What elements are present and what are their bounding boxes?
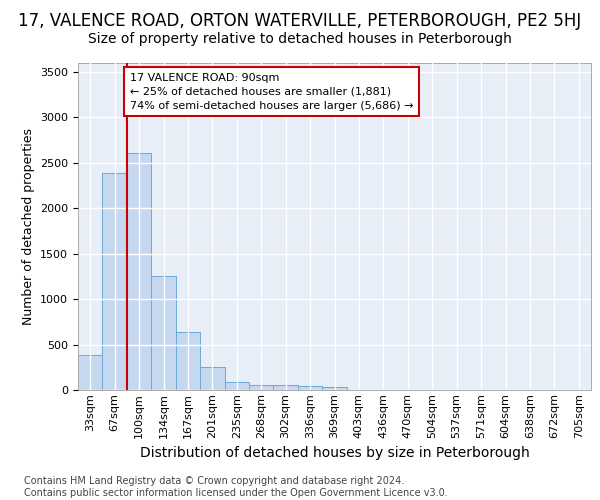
Y-axis label: Number of detached properties: Number of detached properties [22, 128, 35, 325]
Bar [200, 367, 224, 390]
Bar [127, 154, 151, 390]
Bar [151, 276, 176, 390]
Text: Contains HM Land Registry data © Crown copyright and database right 2024.
Contai: Contains HM Land Registry data © Crown c… [24, 476, 448, 498]
Bar [103, 172, 127, 390]
Text: 17, VALENCE ROAD, ORTON WATERVILLE, PETERBOROUGH, PE2 5HJ: 17, VALENCE ROAD, ORTON WATERVILLE, PETE… [19, 12, 581, 30]
Bar [224, 382, 249, 390]
Bar [298, 386, 322, 390]
Bar [322, 388, 347, 390]
Bar [274, 385, 298, 390]
Text: 17 VALENCE ROAD: 90sqm
← 25% of detached houses are smaller (1,881)
74% of semi-: 17 VALENCE ROAD: 90sqm ← 25% of detached… [130, 72, 413, 110]
Bar [78, 356, 103, 390]
Bar [176, 332, 200, 390]
Text: Size of property relative to detached houses in Peterborough: Size of property relative to detached ho… [88, 32, 512, 46]
X-axis label: Distribution of detached houses by size in Peterborough: Distribution of detached houses by size … [140, 446, 529, 460]
Bar [249, 384, 274, 390]
